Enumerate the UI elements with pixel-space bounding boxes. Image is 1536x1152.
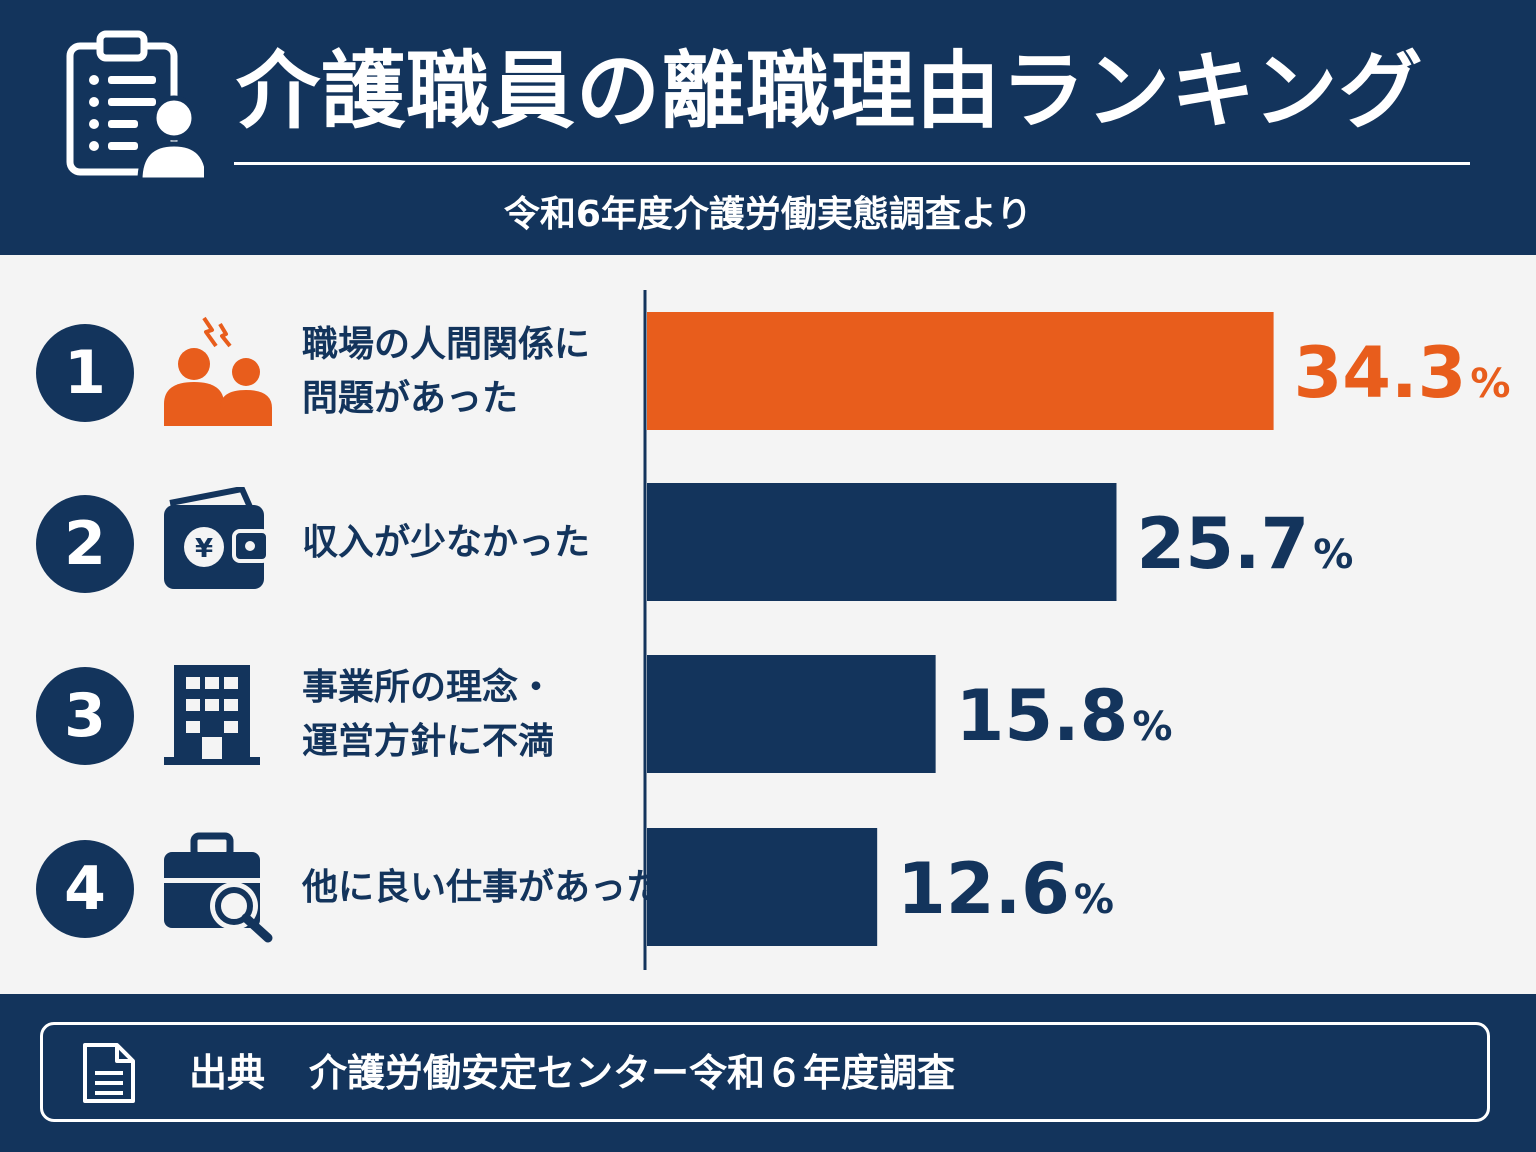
source-box: 出典 介護労働安定センター令和６年度調査 — [40, 1022, 1490, 1122]
bar-chart: 34.3 %25.7 %15.8 %12.6% — [643, 290, 1511, 970]
value-number: 12.6 — [897, 848, 1070, 930]
briefcase-search-icon — [164, 832, 273, 943]
header: 介護職員の離職理由ランキング 令和6年度介護労働実態調査より — [0, 0, 1536, 255]
bar-2 — [647, 483, 1117, 601]
reason-line: 職場の人間関係に — [302, 324, 591, 365]
reason-line: 問題があった — [302, 378, 519, 419]
office-building-icon — [164, 665, 260, 765]
value-label-3: 15.8% — [956, 675, 1173, 757]
page-subtitle: 令和6年度介護労働実態調査より — [503, 194, 1033, 235]
reason-line: 他に良い仕事があった — [302, 867, 663, 908]
bar-1 — [647, 312, 1274, 430]
document-icon — [83, 1043, 135, 1103]
ranking-row-3: 3 事業所の理念・ 運営方針に不満 — [0, 655, 640, 775]
svg-text:¥: ¥ — [195, 534, 213, 564]
reason-label: 事業所の理念・ 運営方針に不満 — [302, 655, 642, 775]
footer: 出典 介護労働安定センター令和６年度調査 — [0, 994, 1536, 1152]
value-number: 25.7 — [1136, 503, 1309, 585]
stressed-people-icon — [164, 316, 272, 426]
reason-line: 事業所の理念・ — [302, 667, 555, 708]
value-label-1: 34.3% — [1294, 332, 1511, 414]
clipboard-person-icon — [66, 30, 204, 183]
ranking-row-1: 1 職場の人間関係に 問題があった — [0, 312, 640, 432]
source-text: 出典 介護労働安定センター令和６年度調査 — [189, 1025, 955, 1121]
reason-line: 収入が少なかった — [302, 522, 591, 563]
value-number: 15.8 — [956, 675, 1129, 757]
page-title: 介護職員の離職理由ランキング — [236, 42, 1424, 140]
title-divider — [234, 162, 1470, 165]
value-unit: % — [1132, 704, 1172, 750]
value-number: 34.3 — [1294, 332, 1467, 414]
rank-badge: 2 — [36, 495, 134, 593]
bar-3 — [647, 655, 936, 773]
source-label: 出典 — [189, 1051, 266, 1095]
ranking-row-4: 4 他に良い仕事があった — [0, 828, 663, 948]
rank-badge: 4 — [36, 840, 134, 938]
value-unit: % — [1313, 532, 1353, 578]
reason-label: 収入が少なかった — [302, 483, 642, 603]
reason-label: 職場の人間関係に 問題があった — [302, 312, 642, 432]
reason-line: 運営方針に不満 — [302, 721, 555, 762]
reason-label: 他に良い仕事があった — [302, 828, 663, 948]
bar-4 — [647, 828, 878, 946]
ranking-row-2: 2 ¥ 収入が少なかった — [0, 483, 640, 603]
wallet-yen-icon: ¥ — [164, 487, 270, 589]
source-name: 介護労働安定センター令和６年度調査 — [309, 1051, 956, 1095]
value-label-4: 12.6% — [897, 848, 1114, 930]
rank-badge: 3 — [36, 667, 134, 765]
value-unit: % — [1470, 361, 1510, 407]
value-label-2: 25.7% — [1136, 503, 1353, 585]
value-unit: % — [1074, 877, 1114, 923]
rank-badge: 1 — [36, 324, 134, 422]
